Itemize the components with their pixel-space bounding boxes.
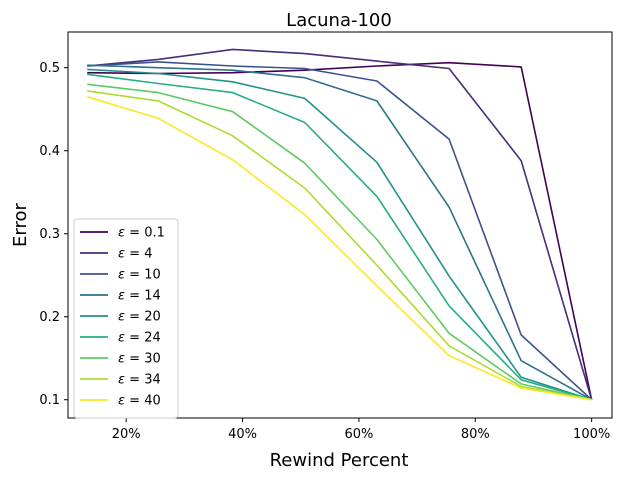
series-line-6 [87,83,592,401]
legend-label-2: ε = 10 [118,268,161,283]
x-tick-label: 40% [228,427,257,442]
y-tick-label: 0.5 [39,61,60,76]
legend-label-1: ε = 4 [118,247,152,262]
legend-label-4: ε = 20 [118,310,161,325]
x-tick-label: 60% [344,427,373,442]
series-line-1 [87,48,593,400]
series-line-8 [86,95,592,401]
legend-box [73,218,179,419]
y-tick-label: 0.2 [39,310,60,325]
legend-label-6: ε = 30 [118,352,161,367]
chart-title: Lacuna-100 [286,10,392,31]
plot-frame [67,31,613,419]
y-tick-label: 0.4 [39,144,60,159]
legend-label-8: ε = 40 [118,394,161,409]
series-line-5 [87,73,592,401]
series-line-0 [87,61,593,400]
series-line-3 [87,64,592,401]
x-axis-ticks: 20% 40% 60% 80% 100% [112,418,610,442]
x-tick-label: 80% [461,427,490,442]
legend-label-0: ε = 0.1 [118,226,165,241]
y-tick-label: 0.3 [39,227,60,242]
legend-label-3: ε = 14 [118,289,161,304]
series-layer [86,48,593,401]
y-axis-label: Error [10,202,31,246]
y-axis-ticks: 0.1 0.2 0.3 0.4 0.5 [39,61,68,408]
legend: ε = 0.1 ε = 4 ε = 10 ε = 14 ε = 20 ε = 24 ε = … [73,218,179,419]
x-tick-label: 100% [573,427,610,442]
legend-label-5: ε = 24 [118,331,161,346]
y-tick-label: 0.1 [39,393,60,408]
series-line-2 [87,61,593,401]
x-axis-label: Rewind Percent [270,450,409,471]
x-tick-label: 20% [112,427,141,442]
series-line-7 [87,90,592,401]
legend-label-7: ε = 34 [118,373,161,388]
series-line-4 [87,68,592,401]
